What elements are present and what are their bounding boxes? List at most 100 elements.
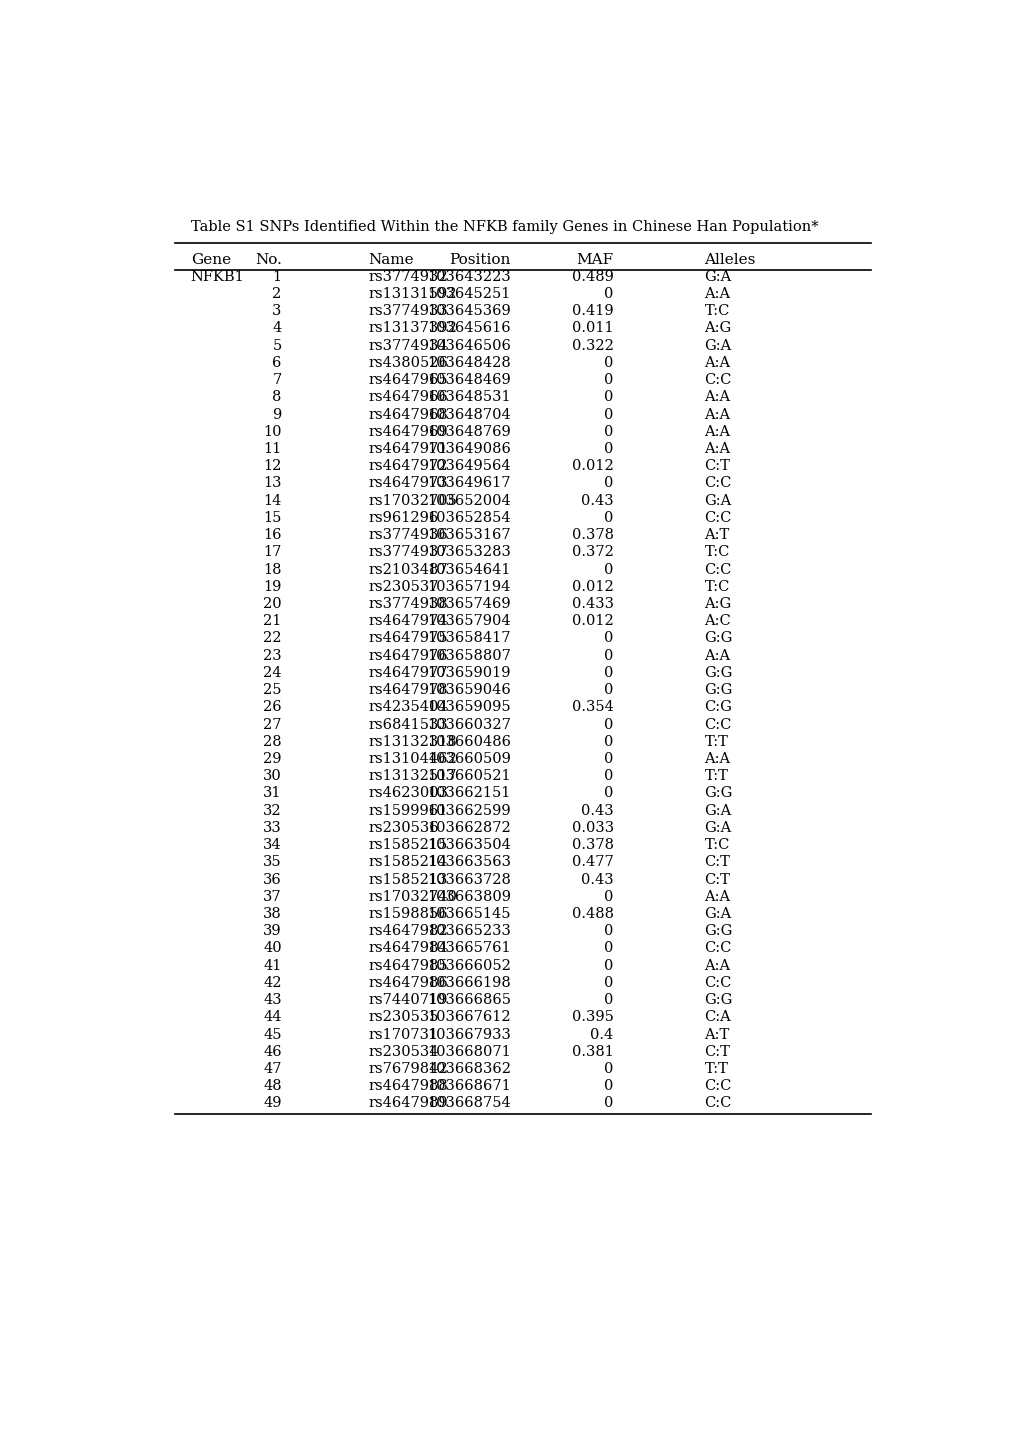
Text: 0: 0 — [603, 356, 613, 369]
Text: 1: 1 — [272, 270, 281, 284]
Text: rs4380526: rs4380526 — [368, 356, 448, 369]
Text: 17: 17 — [263, 545, 281, 560]
Text: rs4647985: rs4647985 — [368, 958, 447, 973]
Text: 28: 28 — [263, 734, 281, 749]
Text: 0: 0 — [603, 665, 613, 680]
Text: 0: 0 — [603, 424, 613, 439]
Text: G:A: G:A — [704, 339, 731, 352]
Text: 20: 20 — [263, 597, 281, 610]
Text: A:A: A:A — [704, 442, 730, 456]
Text: 18: 18 — [263, 563, 281, 577]
Text: rs4647973: rs4647973 — [368, 476, 447, 491]
Text: rs4647965: rs4647965 — [368, 374, 447, 387]
Text: rs4647966: rs4647966 — [368, 390, 448, 404]
Text: 0.012: 0.012 — [572, 615, 613, 628]
Text: A:A: A:A — [704, 287, 730, 302]
Text: G:G: G:G — [704, 924, 733, 938]
Text: 103643223: 103643223 — [427, 270, 511, 284]
Text: C:C: C:C — [704, 941, 732, 955]
Text: 103652004: 103652004 — [427, 494, 511, 508]
Text: T:T: T:T — [704, 734, 728, 749]
Text: 48: 48 — [263, 1079, 281, 1094]
Text: 0.011: 0.011 — [572, 322, 613, 335]
Text: rs4647968: rs4647968 — [368, 407, 448, 421]
Text: 0: 0 — [603, 1079, 613, 1094]
Text: 25: 25 — [263, 683, 281, 697]
Text: 103665761: 103665761 — [427, 941, 511, 955]
Text: T:C: T:C — [704, 545, 730, 560]
Text: A:G: A:G — [704, 322, 731, 335]
Text: 0.433: 0.433 — [571, 597, 613, 610]
Text: 3: 3 — [272, 304, 281, 319]
Text: 103665233: 103665233 — [427, 924, 511, 938]
Text: 49: 49 — [263, 1097, 281, 1111]
Text: 103659019: 103659019 — [427, 665, 511, 680]
Text: 22: 22 — [263, 632, 281, 645]
Text: rs17032740: rs17032740 — [368, 890, 458, 903]
Text: 9: 9 — [272, 407, 281, 421]
Text: 42: 42 — [263, 975, 281, 990]
Text: rs4647978: rs4647978 — [368, 683, 447, 697]
Text: rs17032705: rs17032705 — [368, 494, 458, 508]
Text: rs4647975: rs4647975 — [368, 632, 447, 645]
Text: C:C: C:C — [704, 1097, 732, 1111]
Text: rs1585214: rs1585214 — [368, 856, 447, 869]
Text: 0: 0 — [603, 511, 613, 525]
Text: 0: 0 — [603, 993, 613, 1007]
Text: rs4647969: rs4647969 — [368, 424, 447, 439]
Text: Name: Name — [368, 253, 414, 267]
Text: 5: 5 — [272, 339, 281, 352]
Text: 40: 40 — [263, 941, 281, 955]
Text: 103659046: 103659046 — [427, 683, 511, 697]
Text: 103660509: 103660509 — [427, 752, 511, 766]
Text: 31: 31 — [263, 786, 281, 801]
Text: 103657469: 103657469 — [427, 597, 511, 610]
Text: C:T: C:T — [704, 1045, 730, 1059]
Text: C:C: C:C — [704, 374, 732, 387]
Text: T:C: T:C — [704, 304, 730, 319]
Text: 0: 0 — [603, 752, 613, 766]
Text: 0.378: 0.378 — [571, 838, 613, 853]
Text: 4: 4 — [272, 322, 281, 335]
Text: rs13131592: rs13131592 — [368, 287, 457, 302]
Text: G:A: G:A — [704, 494, 731, 508]
Text: 0: 0 — [603, 975, 613, 990]
Text: C:C: C:C — [704, 975, 732, 990]
Text: 14: 14 — [263, 494, 281, 508]
Text: rs3774933: rs3774933 — [368, 304, 448, 319]
Text: 10: 10 — [263, 424, 281, 439]
Text: 103666865: 103666865 — [427, 993, 511, 1007]
Text: 0: 0 — [603, 374, 613, 387]
Text: 2: 2 — [272, 287, 281, 302]
Text: 0.488: 0.488 — [571, 908, 613, 921]
Text: rs961296: rs961296 — [368, 511, 438, 525]
Text: 26: 26 — [263, 700, 281, 714]
Text: Alleles: Alleles — [704, 253, 755, 267]
Text: 0: 0 — [603, 1097, 613, 1111]
Text: 7: 7 — [272, 374, 281, 387]
Text: A:T: A:T — [704, 528, 730, 543]
Text: rs4647974: rs4647974 — [368, 615, 447, 628]
Text: A:A: A:A — [704, 890, 730, 903]
Text: rs4647971: rs4647971 — [368, 442, 447, 456]
Text: T:T: T:T — [704, 1062, 728, 1076]
Text: G:A: G:A — [704, 908, 731, 921]
Text: rs1599961: rs1599961 — [368, 804, 447, 818]
Text: Position: Position — [449, 253, 511, 267]
Text: A:A: A:A — [704, 424, 730, 439]
Text: 0.4: 0.4 — [590, 1027, 613, 1042]
Text: 103646506: 103646506 — [427, 339, 511, 352]
Text: 23: 23 — [263, 649, 281, 662]
Text: 103662151: 103662151 — [427, 786, 511, 801]
Text: G:A: G:A — [704, 821, 731, 835]
Text: A:A: A:A — [704, 356, 730, 369]
Text: C:T: C:T — [704, 873, 730, 886]
Text: G:G: G:G — [704, 632, 733, 645]
Text: T:T: T:T — [704, 769, 728, 784]
Text: 0.395: 0.395 — [572, 1010, 613, 1025]
Text: 46: 46 — [263, 1045, 281, 1059]
Text: C:G: C:G — [704, 700, 732, 714]
Text: 39: 39 — [263, 924, 281, 938]
Text: 34: 34 — [263, 838, 281, 853]
Text: A:C: A:C — [704, 615, 731, 628]
